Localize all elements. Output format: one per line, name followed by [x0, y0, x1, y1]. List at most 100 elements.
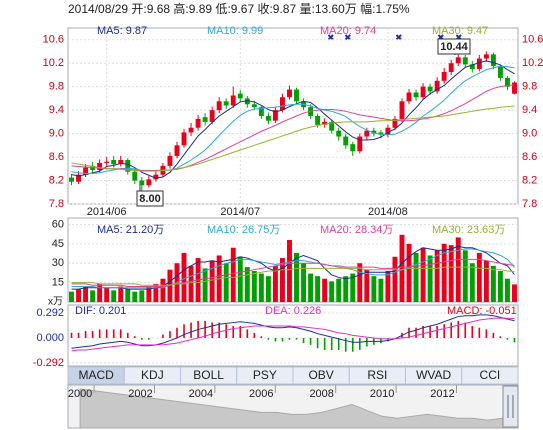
legend-entry: MACD: -0.051 [447, 305, 517, 317]
tab[interactable]: MACD [67, 366, 125, 385]
macd-bar [204, 320, 206, 338]
volume-bar [399, 234, 405, 302]
header: 2014/08/29 开:9.68 高:9.89 低:9.67 收:9.87 量… [68, 1, 410, 16]
candle-body [104, 161, 110, 163]
candle-body [406, 92, 412, 102]
tab-label: KDJ [141, 368, 164, 382]
annotations: 10.44 8.00 [136, 38, 471, 207]
scroll-handle-body[interactable] [502, 385, 519, 428]
macd-bar [422, 325, 424, 338]
candle-body [279, 97, 285, 111]
macd-bar [267, 337, 270, 340]
ma-line [71, 105, 515, 172]
volume-bar [427, 255, 433, 302]
tab[interactable]: CCI [461, 366, 519, 385]
y-tick-label: 45 [52, 238, 64, 250]
x-tick-label: 2014/06 [87, 206, 127, 218]
candle-body [497, 66, 503, 78]
volume-bar [392, 256, 398, 302]
candle-body [76, 174, 82, 182]
volume-bar [434, 250, 440, 302]
tab-label: BOLL [193, 368, 224, 382]
event-markers: ✖ ✖ ✖ ✖ ✖ [327, 32, 463, 42]
volume-bar [462, 250, 468, 302]
volume-bar [244, 267, 250, 302]
navigator-year: 2002 [128, 388, 152, 400]
macd-panel [67, 304, 519, 367]
annotation-box [136, 190, 164, 207]
macd-bar [218, 322, 220, 338]
candle-body [462, 57, 468, 65]
macd-bar [513, 337, 516, 343]
macd-bar [485, 329, 488, 338]
candle-body [378, 132, 384, 135]
y-tick-label-right: 10.2 [522, 57, 543, 69]
candle-body [146, 179, 152, 186]
candle-body [336, 130, 342, 137]
candle-body [413, 92, 419, 98]
tab[interactable]: RSI [348, 366, 406, 385]
volume-bar [209, 260, 215, 302]
macd-bar [112, 329, 115, 338]
volume-bar [265, 276, 271, 302]
volume-bar [420, 247, 426, 302]
candle-body [455, 57, 461, 64]
volume-bar [336, 278, 342, 302]
candle-body [209, 110, 215, 122]
x-tick-label: 2014/08 [368, 206, 408, 218]
macd-bar [387, 337, 389, 342]
navigator-year: 2012 [430, 388, 454, 400]
tab[interactable]: OBV [292, 366, 350, 385]
tab-label: CCI [480, 368, 501, 382]
candle-body [167, 155, 173, 166]
y-tick-label: 0.000 [36, 332, 64, 344]
volume-bar [272, 265, 278, 302]
tab[interactable]: BOLL [180, 366, 238, 385]
macd-bar [288, 337, 291, 340]
candle-body [69, 177, 74, 182]
macd-bar [162, 334, 164, 338]
candle-body [322, 121, 328, 125]
macd-bar [119, 329, 122, 338]
candle-body [385, 127, 391, 135]
macd-bar [246, 329, 249, 338]
volume-bar [83, 286, 89, 302]
macd-bar [133, 336, 136, 338]
macd-bar [366, 337, 368, 347]
tab[interactable]: WVAD [405, 366, 463, 385]
legend-entry: MA5: 9.87 [97, 25, 147, 37]
macd-bar [337, 337, 340, 350]
volume-bar [230, 247, 236, 302]
candle-body [448, 63, 454, 72]
candle-body [329, 121, 335, 131]
volume-bar [329, 281, 335, 302]
macd-bar [478, 327, 481, 338]
volume-bar [69, 291, 74, 302]
volume-bar [406, 243, 412, 302]
legend-entry: MA20: 9.74 [320, 25, 376, 37]
macd-bar [253, 332, 256, 338]
tab[interactable]: PSY [236, 366, 294, 385]
candle-body [504, 77, 510, 87]
y-tick-label: 10.6 [43, 34, 64, 46]
macd-bar [84, 331, 87, 338]
candle-body [251, 104, 257, 108]
volume-bar [378, 278, 384, 302]
volume-bar [441, 243, 447, 302]
y-tick-label: 60 [52, 218, 64, 230]
volume-bar [322, 278, 328, 302]
y-tick-label: -0.292 [33, 357, 64, 369]
candle-body [490, 54, 496, 67]
tab-label: MACD [78, 368, 114, 382]
volume-bar [512, 284, 517, 302]
y-tick-label: 8.6 [49, 151, 64, 163]
candle-body [476, 58, 482, 70]
volume-bar [364, 269, 370, 302]
macd-bar [358, 337, 361, 350]
tab[interactable]: KDJ [123, 366, 181, 385]
scroll-handle[interactable] [502, 385, 519, 428]
candle-body [371, 130, 377, 134]
candle-body [512, 82, 517, 94]
svg-text:✖: ✖ [437, 32, 445, 42]
volume-bar [287, 239, 292, 302]
